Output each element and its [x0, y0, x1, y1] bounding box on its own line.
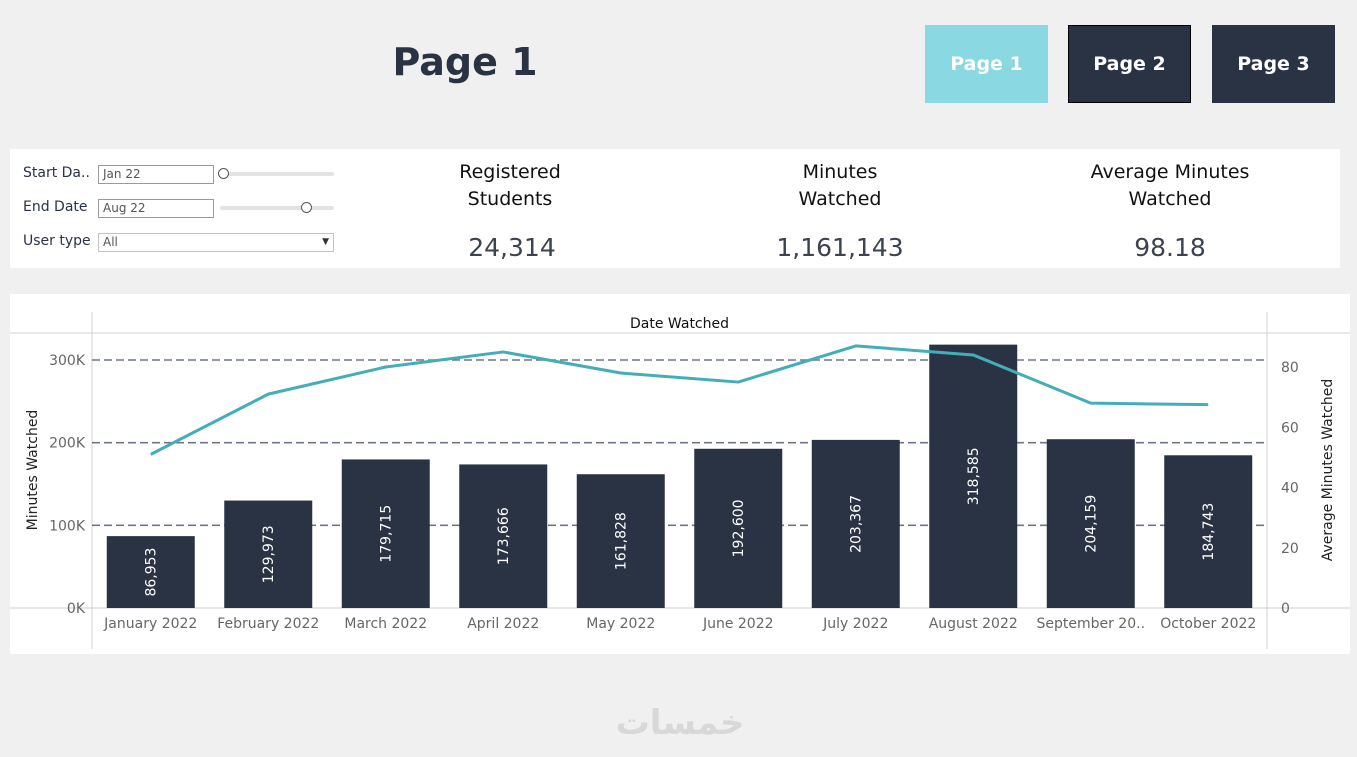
x-tick-label: March 2022 [344, 616, 427, 632]
y-tick-label: 0K [67, 601, 86, 617]
bar-value-label: 204,159 [1084, 495, 1100, 553]
bar [459, 464, 548, 608]
y2-tick-label: 20 [1281, 541, 1299, 557]
y2-axis-title: Average Minutes Watched [1320, 379, 1336, 562]
x-tick-label: February 2022 [217, 616, 319, 632]
y2-tick-label: 60 [1281, 420, 1299, 436]
bar [929, 344, 1018, 608]
start-date-slider-handle[interactable] [218, 168, 229, 179]
start-date-slider[interactable] [220, 172, 334, 176]
kpi-title-line: Minutes [802, 161, 878, 183]
user-type-value: All [103, 235, 118, 249]
registered-students-value: 24,314 [468, 233, 556, 262]
kpi-title-line: Watched [798, 188, 882, 210]
end-date-label: End Date [23, 199, 88, 215]
bar-value-label: 184,743 [1201, 503, 1217, 561]
nav-page-2-button[interactable]: Page 2 [1068, 25, 1191, 103]
bar [1164, 455, 1253, 608]
bar [341, 459, 430, 608]
average-minutes-value: 98.18 [1134, 233, 1206, 262]
bar-value-label: 203,367 [849, 495, 865, 553]
end-date-input[interactable]: Aug 22 [98, 199, 214, 218]
bar-value-label: 318,585 [966, 447, 982, 505]
bar-value-label: 173,666 [496, 507, 512, 565]
kpi-title-line: Students [467, 188, 553, 210]
bar-value-label: 86,953 [144, 548, 160, 597]
y2-tick-label: 80 [1281, 360, 1299, 376]
y2-tick-label: 40 [1281, 481, 1299, 497]
average-minutes-title: Average Minutes Watched [1040, 159, 1300, 213]
y-tick-label: 100K [49, 518, 86, 534]
chevron-down-icon[interactable]: ▼ [322, 237, 329, 247]
start-date-label: Start Da.. [23, 165, 90, 181]
bar-value-label: 129,973 [261, 525, 277, 583]
nav-page-3-button[interactable]: Page 3 [1212, 25, 1335, 103]
start-date-input[interactable]: Jan 22 [98, 165, 214, 184]
bar [106, 536, 195, 608]
x-tick-label: October 2022 [1160, 616, 1256, 632]
bar-value-label: 161,828 [614, 512, 630, 570]
combo-chart: Date Watched 0K 100K 200K 300K 0 20 40 60 80 Minut… [10, 312, 1350, 649]
x-tick-label: June 2022 [702, 616, 774, 632]
x-tick-label: August 2022 [929, 616, 1018, 632]
kpi-title-line: Average Minutes [1090, 161, 1250, 183]
user-type-label: User type [23, 233, 91, 249]
y-tick-label: 300K [49, 353, 86, 369]
bar [694, 448, 783, 608]
registered-students-title: Registered Students [380, 159, 640, 213]
y2-tick-label: 0 [1281, 601, 1290, 617]
y-axis-title: Minutes Watched [25, 410, 41, 531]
minutes-watched-value: 1,161,143 [776, 233, 904, 262]
bar [811, 439, 900, 608]
bar-value-label: 192,600 [731, 499, 747, 557]
bar-value-label: 179,715 [379, 505, 395, 563]
x-tick-label: January 2022 [103, 616, 197, 632]
average-minutes-line [150, 344, 1209, 456]
bar [224, 500, 313, 608]
watermark-logo: خمسات [615, 703, 745, 743]
x-tick-label: September 20.. [1036, 616, 1145, 632]
x-tick-label: April 2022 [467, 616, 539, 632]
y-tick-label: 200K [49, 436, 86, 452]
kpi-title-line: Watched [1128, 188, 1212, 210]
end-date-slider[interactable] [220, 206, 334, 210]
end-date-slider-handle[interactable] [301, 202, 312, 213]
x-tick-label: May 2022 [586, 616, 655, 632]
bar [1046, 439, 1135, 608]
minutes-watched-title: Minutes Watched [710, 159, 970, 213]
chart-title: Date Watched [630, 316, 729, 332]
user-type-select[interactable]: All ▼ [98, 233, 334, 252]
x-tick-label: July 2022 [822, 616, 888, 632]
chart-panel: Date Watched 0K 100K 200K 300K 0 20 40 60 80 Minut… [10, 294, 1350, 654]
page-title: Page 1 [392, 40, 538, 84]
nav-page-1-button[interactable]: Page 1 [925, 25, 1048, 103]
bar [576, 474, 665, 608]
kpi-title-line: Registered [459, 161, 561, 183]
kpi-panel: Start Da.. Jan 22 End Date Aug 22 User t… [10, 149, 1340, 268]
